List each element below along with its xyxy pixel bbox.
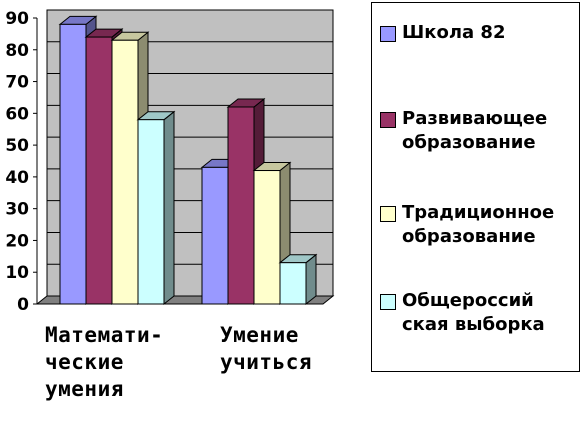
bar-front (111, 39, 139, 305)
y-tick-label: 60 (5, 104, 29, 124)
category-labels: Математи-ческие умения Умение учиться (45, 323, 312, 401)
y-tick-label: 0 (17, 295, 29, 315)
category-label: Умение (220, 323, 299, 347)
legend-label: Традиционное образование (402, 202, 555, 247)
bar-front (59, 23, 87, 305)
legend-swatch (380, 112, 396, 128)
legend-swatch (380, 206, 396, 222)
legend-label: Развивающее образование (402, 108, 548, 153)
y-tick-label: 40 (5, 168, 29, 188)
legend: Школа 82 Развивающее образование Традицион… (371, 2, 580, 372)
bar-front (85, 36, 113, 305)
legend-swatch (380, 294, 396, 310)
y-tick-label: 70 (5, 73, 29, 93)
bar-front (279, 262, 307, 305)
bar-front (253, 170, 281, 305)
y-tick-label: 30 (5, 200, 29, 220)
bar-front (137, 119, 165, 305)
bar (278, 253, 318, 306)
legend-swatch (380, 26, 396, 42)
legend-item: Общероссий ская выборка (380, 289, 587, 337)
legend-label: Общероссий ская выборка (402, 290, 545, 335)
category-label: учиться (220, 350, 312, 374)
legend-item: Школа 82 (380, 21, 587, 45)
y-tick-label: 10 (5, 263, 29, 283)
bar-front (227, 106, 255, 305)
legend-item: Развивающее образование (380, 107, 587, 155)
y-tick-label: 90 (5, 9, 29, 29)
category-label: умения (45, 377, 124, 401)
bar-front (201, 166, 229, 305)
category-label: ческие (45, 350, 124, 374)
legend-label: Школа 82 (402, 22, 506, 43)
y-tick-label: 50 (5, 136, 29, 156)
legend-item: Традиционное образование (380, 201, 587, 249)
y-tick-label: 20 (5, 231, 29, 251)
y-tick-labels: 0 10 20 30 40 50 60 70 80 90 (5, 9, 37, 315)
bar-side (163, 110, 175, 306)
bars (58, 15, 318, 306)
bar (136, 110, 176, 306)
y-tick-label: 80 (5, 41, 29, 61)
category-label: Математи- (45, 323, 163, 347)
